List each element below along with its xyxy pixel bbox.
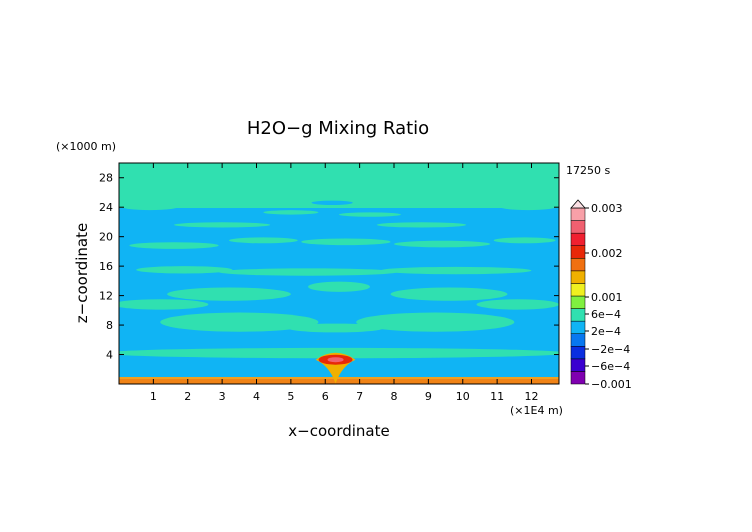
colorbar-swatch (570, 258, 586, 272)
y-axis-label: z−coordinate (73, 223, 91, 323)
colorbar-swatch (570, 283, 586, 297)
colorbar-swatch (570, 358, 586, 372)
field-contour-region (376, 222, 467, 228)
y-unit-label: (×1000 m) (56, 140, 116, 153)
colorbar-labels: 0.003 0.002 0.001 6e−4 2e−4 −2e−4 −6e−4 −0.001 (585, 202, 632, 391)
field-contour-region (493, 237, 556, 244)
field-contour-region (476, 299, 559, 310)
colorbar-label: −0.001 (591, 378, 632, 391)
x-unit-label: (×1E4 m) (510, 404, 563, 417)
field-contour-region (136, 266, 233, 274)
field-contour-region (263, 210, 319, 215)
x-tick-label: 5 (287, 390, 294, 403)
field-contour-region (119, 201, 181, 211)
colorbar-swatch (570, 245, 586, 259)
field-contour-region (119, 299, 209, 310)
colorbar-label: 0.001 (591, 291, 623, 304)
field-contour-region (229, 237, 298, 244)
colorbar-label: −6e−4 (591, 360, 630, 373)
y-tick-label: 20 (99, 231, 113, 244)
colorbar-label: 0.002 (591, 247, 623, 260)
peak-center (327, 357, 344, 363)
colorbar-label: 6e−4 (591, 308, 621, 321)
x-tick-label: 10 (456, 390, 470, 403)
y-tick-label: 4 (106, 349, 113, 362)
colorbar-swatch (570, 295, 586, 309)
field-upper-band (119, 163, 559, 208)
colorbar (570, 199, 586, 385)
colorbar-swatch (570, 346, 586, 360)
colorbar-swatch (570, 371, 586, 385)
plot-frame (118, 162, 560, 385)
field-contour-region (414, 210, 491, 217)
field-contour-region (119, 188, 174, 197)
field-contour-region (311, 200, 353, 205)
colorbar-label: 0.003 (591, 202, 623, 215)
y-tick-label: 8 (106, 319, 113, 332)
colorbar-label: 2e−4 (591, 325, 621, 338)
colorbar-swatch (570, 207, 586, 221)
colorbar-swatch (570, 308, 586, 322)
field-contour-region (394, 240, 491, 248)
x-tick-label: 6 (322, 390, 329, 403)
x-tick-label: 1 (150, 390, 157, 403)
y-tick-label: 16 (99, 260, 113, 273)
field-contour-region (174, 222, 271, 228)
field-contour-region (129, 242, 219, 249)
field-contour-region (497, 201, 559, 211)
colorbar-swatch (570, 320, 586, 334)
colorbar-label: −2e−4 (591, 343, 630, 356)
field-contour-region (380, 266, 532, 275)
x-axis-ticks: 1 2 3 4 5 6 7 8 9 10 11 12 (150, 163, 539, 403)
field-contour-region (301, 238, 391, 246)
x-tick-label: 11 (490, 390, 504, 403)
x-tick-label: 2 (184, 390, 191, 403)
field-contour-region (156, 210, 233, 217)
colorbar-top-arrow (570, 199, 586, 209)
y-tick-label: 24 (99, 201, 113, 214)
colorbar-swatch (570, 333, 586, 347)
x-tick-label: 7 (356, 390, 363, 403)
x-tick-label: 8 (391, 390, 398, 403)
field-contour-region (287, 323, 384, 333)
field-contour-region (308, 281, 370, 292)
x-axis-label: x−coordinate (288, 422, 389, 440)
y-tick-label: 28 (99, 172, 113, 185)
field-contour-region (218, 268, 398, 276)
colorbar-swatch (570, 270, 586, 284)
colorbar-swatch (570, 220, 586, 234)
y-tick-label: 12 (99, 290, 113, 303)
mixing-ratio-field (119, 163, 559, 384)
field-contour-region (167, 287, 291, 301)
chart-title: H2O−g Mixing Ratio (247, 118, 429, 139)
field-contour-region (390, 287, 508, 301)
colorbar-swatch (570, 232, 586, 246)
y-axis-ticks: 4 8 12 16 20 24 28 (99, 172, 559, 362)
time-label: 17250 s (566, 164, 610, 177)
x-tick-label: 3 (219, 390, 226, 403)
x-tick-label: 12 (525, 390, 539, 403)
field-surface-edge (119, 379, 559, 384)
field-contour-region (356, 312, 515, 332)
field-contour-region (339, 212, 401, 217)
field-contour-region (160, 312, 319, 332)
x-tick-label: 4 (253, 390, 260, 403)
x-tick-label: 9 (425, 390, 432, 403)
